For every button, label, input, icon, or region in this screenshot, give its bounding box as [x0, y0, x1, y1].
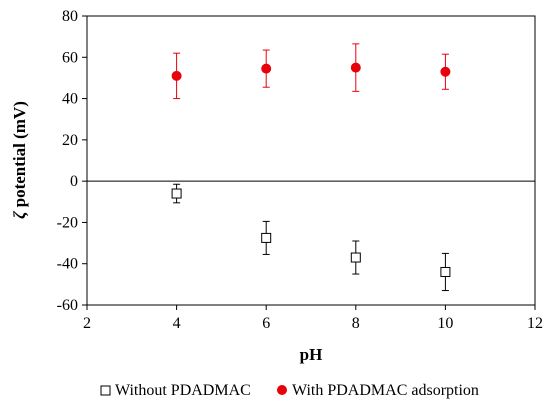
x-tick-label: 10 [437, 315, 453, 332]
legend-marker-without-pdadmac [100, 385, 111, 396]
plot-area [86, 15, 536, 306]
y-tick-label: 80 [62, 8, 78, 25]
y-tick-label: 40 [62, 91, 78, 108]
x-tick-label: 4 [173, 315, 181, 332]
series-with-pdadmac [171, 43, 451, 100]
legend: Without PDADMAC With PDADMAC adsorption [100, 382, 479, 399]
x-tick-label: 8 [352, 315, 360, 332]
y-tick-label: -20 [57, 214, 78, 231]
data-point [440, 66, 451, 77]
legend-label-without-pdadmac: Without PDADMAC [115, 382, 251, 399]
x-tick-label: 2 [83, 315, 91, 332]
data-point [171, 188, 182, 199]
y-tick-label: 20 [62, 132, 78, 149]
y-axis-title-text: potential (mV) [10, 101, 29, 207]
y-tick-label: -60 [57, 297, 78, 314]
data-point [350, 252, 361, 263]
legend-label-with-pdadmac: With PDADMAC adsorption [292, 382, 479, 399]
data-point [350, 62, 361, 73]
data-point [440, 266, 451, 277]
x-tick-label: 6 [262, 315, 270, 332]
series-without-pdadmac [171, 183, 451, 292]
y-axis-title: ζ potential (mV) [10, 101, 29, 219]
y-axis-ticks: -60 -40 -20 0 20 40 60 80 [57, 8, 87, 314]
x-axis-title: pH [300, 345, 323, 364]
series-group [171, 43, 451, 292]
legend-marker-with-pdadmac [277, 385, 287, 395]
y-tick-label: 60 [62, 49, 78, 66]
y-axis-title-symbol: ζ [10, 211, 29, 219]
x-axis-ticks: 2 4 6 8 10 12 [83, 305, 543, 332]
data-point [261, 63, 272, 74]
y-tick-label: 0 [70, 173, 78, 190]
x-tick-label: 12 [527, 315, 543, 332]
y-tick-label: -40 [57, 256, 78, 273]
data-point [261, 232, 272, 243]
data-point [171, 70, 182, 81]
